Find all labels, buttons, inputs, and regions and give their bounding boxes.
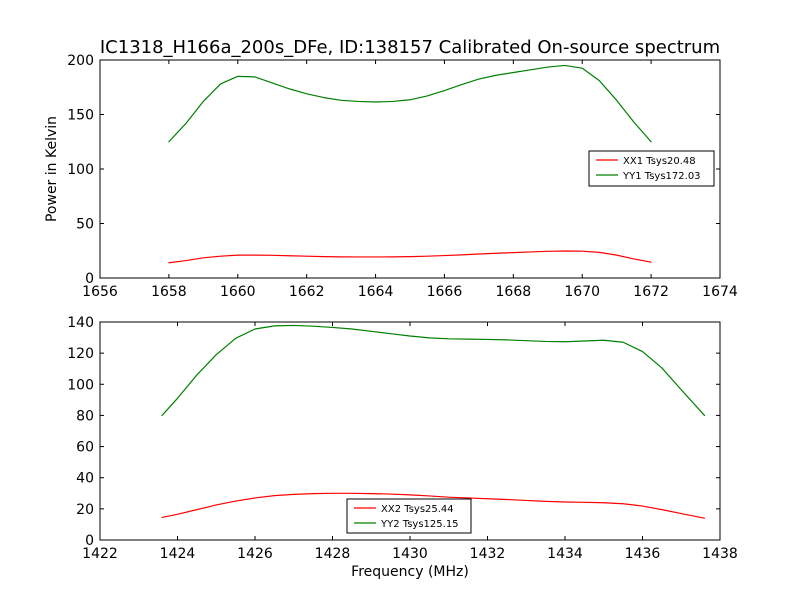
x-tick-label: 1670 [564, 284, 600, 300]
legend: XX1 Tsys20.48 YY1 Tsys172.03 [588, 150, 715, 187]
series-line-xx2 [161, 492, 706, 519]
legend: XX2 Tsys25.44 YY2 Tsys125.15 [346, 498, 472, 534]
x-tick-label: 1436 [625, 546, 661, 562]
series-line-xx1 [168, 250, 652, 264]
x-tick-label: 1424 [160, 546, 196, 562]
y-tick-label: 20 [76, 502, 94, 518]
y-tick-label: 60 [76, 440, 94, 456]
legend-box [346, 498, 472, 534]
y-tick-label: 120 [67, 346, 94, 362]
series-line-yy2 [161, 324, 706, 417]
x-tick-label: 1656 [82, 284, 118, 300]
y-tick-label: 80 [76, 408, 94, 424]
x-tick-label: 1666 [427, 284, 463, 300]
x-tick-label: 1672 [633, 284, 669, 300]
y-tick-label: 100 [67, 377, 94, 393]
x-tick-label: 1426 [237, 546, 273, 562]
y-tick-label: 0 [85, 271, 94, 287]
x-axis-label-bottom: Frequency (MHz) [351, 564, 469, 580]
legend-entry-label: XX2 Tsys25.44 [381, 504, 454, 515]
y-tick-label: 150 [67, 108, 94, 124]
x-tick-label: 1432 [470, 546, 506, 562]
legend-entry-label: YY1 Tsys172.03 [622, 171, 701, 182]
x-tick-label: 1668 [496, 284, 532, 300]
x-tick-label: 1422 [82, 546, 118, 562]
y-tick-label: 100 [67, 162, 94, 178]
y-tick-label: 140 [67, 315, 94, 331]
x-tick-label: 1434 [547, 546, 583, 562]
series-line-yy1 [168, 64, 652, 143]
x-tick-label: 1658 [151, 284, 187, 300]
x-tick-label: 1660 [220, 284, 256, 300]
x-tick-label: 1664 [358, 284, 394, 300]
x-tick-label: 1674 [702, 284, 738, 300]
bottom-spectrum-panel: 1422 1424 1426 1428 1430 1432 1434 1436 1438 0 20 4… [67, 315, 738, 562]
x-tick-label: 1428 [315, 546, 351, 562]
x-tick-label: 1430 [392, 546, 428, 562]
y-tick-label: 200 [67, 53, 94, 69]
figure-title: IC1318_H166a_200s_DFe, ID:138157 Calibra… [100, 37, 720, 58]
y-axis-label-top: Power in Kelvin [44, 116, 60, 222]
legend-entry-label: XX1 Tsys20.48 [623, 156, 696, 167]
x-tick-label: 1662 [289, 284, 325, 300]
y-tick-label: 50 [76, 217, 94, 233]
x-tick-label: 1438 [702, 546, 738, 562]
legend-box [588, 150, 715, 187]
y-tick-label: 40 [76, 471, 94, 487]
legend-entry-label: YY2 Tsys125.15 [380, 519, 459, 530]
top-spectrum-panel: 1656 1658 1660 1662 1664 1666 1668 1670 1672 1674… [67, 53, 738, 300]
y-tick-label: 0 [85, 533, 94, 549]
